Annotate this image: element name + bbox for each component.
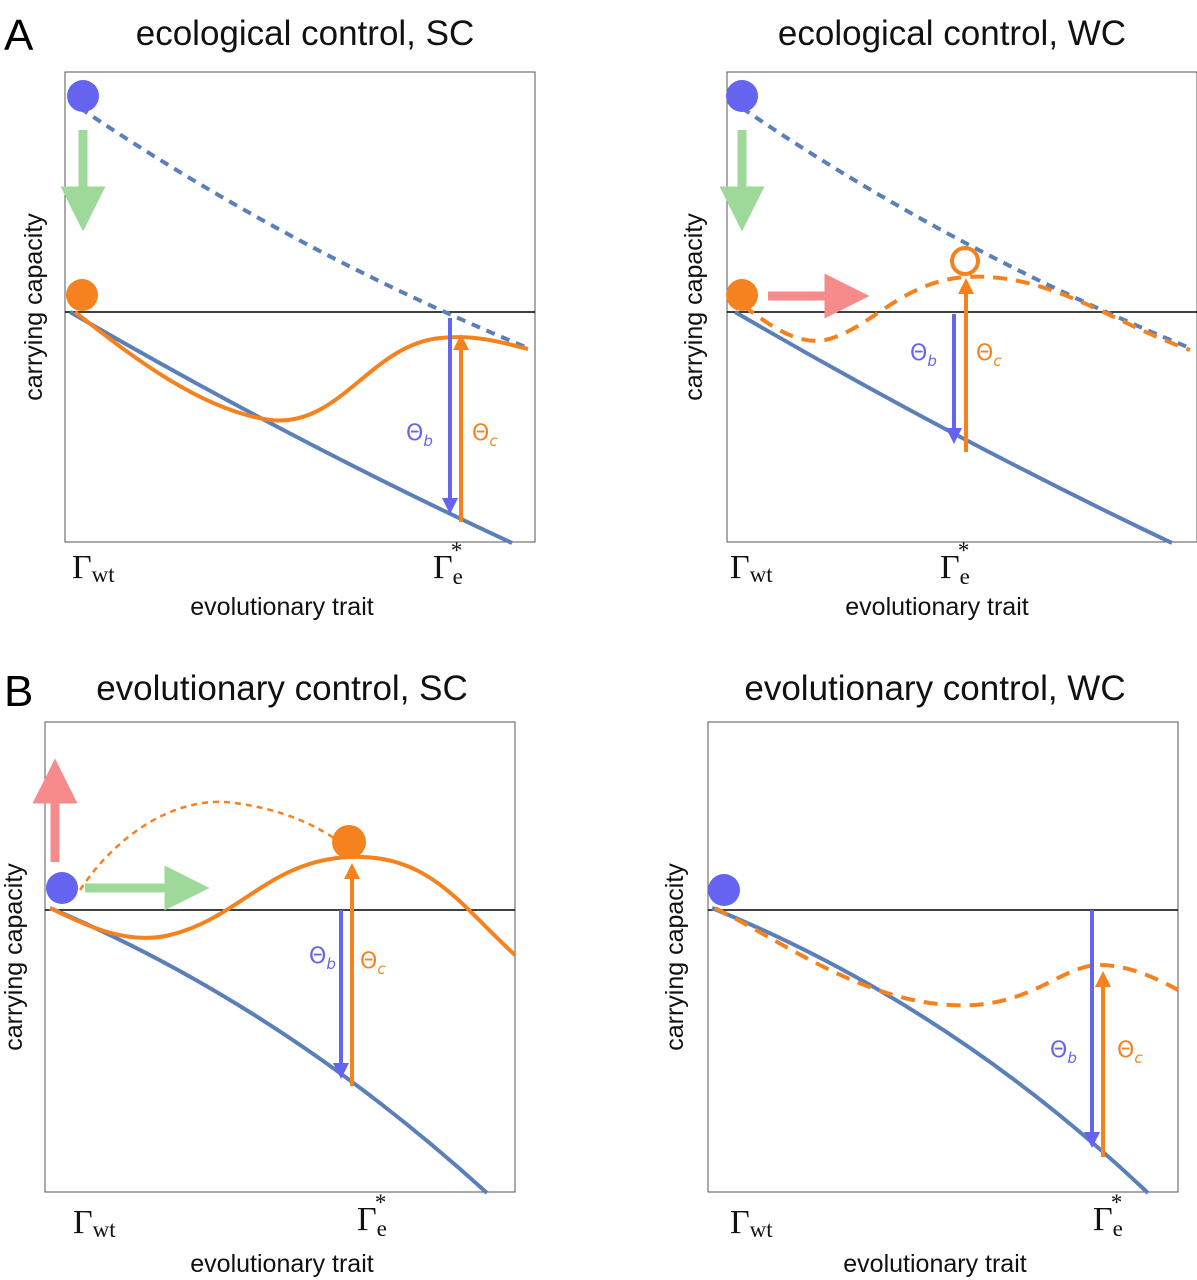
plot-frame xyxy=(64,71,536,543)
x-axis-label: evolutionary trait xyxy=(843,1250,1026,1278)
blue-marker xyxy=(46,872,78,904)
panel-title: ecological control, WC xyxy=(778,14,1126,53)
orange-marker xyxy=(726,279,758,311)
blue-curve xyxy=(711,906,1150,1195)
panel-title: ecological control, SC xyxy=(136,14,475,53)
plot-frame xyxy=(707,721,1179,1193)
theta-c-label: Θc xyxy=(360,949,386,978)
x-axis-label: evolutionary trait xyxy=(190,1250,373,1278)
panel-eco-sc: ecological control, SC Θb Θc carrying ca… xyxy=(20,14,536,621)
tick-gamma-e-star: Γe* xyxy=(433,538,463,589)
tick-gamma-e-star: Γe* xyxy=(1093,1190,1123,1241)
y-axis-label: carrying capacity xyxy=(680,213,708,401)
y-axis-label: carrying capacity xyxy=(0,863,28,1051)
blue-marker xyxy=(726,80,758,112)
orange-marker xyxy=(332,825,366,859)
tick-gamma-wt: Γwt xyxy=(730,549,773,587)
x-axis-label: evolutionary trait xyxy=(845,593,1028,621)
y-axis-label: carrying capacity xyxy=(661,863,689,1051)
y-axis-label: carrying capacity xyxy=(20,213,48,401)
blue-dashed-curve xyxy=(78,106,529,350)
blue-marker xyxy=(67,80,99,112)
theta-b-label: Θb xyxy=(1050,1038,1077,1067)
panel-title: evolutionary control, SC xyxy=(96,669,468,708)
blue-marker xyxy=(708,874,740,906)
theta-b-label: Θb xyxy=(910,341,937,370)
panel-evo-wc: evolutionary control, WC Θb Θc carrying … xyxy=(661,669,1179,1278)
theta-c-label: Θc xyxy=(976,341,1002,370)
plot-frame xyxy=(44,721,516,1193)
tick-gamma-wt: Γwt xyxy=(730,1204,773,1242)
tick-gamma-wt: Γwt xyxy=(73,1204,116,1242)
blue-curve xyxy=(49,906,489,1195)
orange-open-marker xyxy=(950,246,980,276)
theta-b-label: Θb xyxy=(406,421,433,450)
tick-gamma-e-star: Γe* xyxy=(940,538,970,589)
panel-title: evolutionary control, WC xyxy=(744,669,1125,708)
orange-dashed-curve xyxy=(714,906,1179,1008)
panel-label-a: A xyxy=(4,11,34,60)
theta-c-label: Θc xyxy=(472,421,498,450)
panel-label-b: B xyxy=(4,667,33,716)
panel-evo-sc: evolutionary control, SC Θb Θc carrying … xyxy=(0,669,517,1278)
tick-gamma-e-star: Γe* xyxy=(357,1190,387,1241)
theta-b-label: Θb xyxy=(309,944,336,973)
panel-eco-wc: ecological control, WC Θb Θc carrying ca… xyxy=(680,14,1197,621)
orange-curve xyxy=(73,310,529,423)
orange-dotted-path xyxy=(78,800,341,891)
x-axis-label: evolutionary trait xyxy=(190,593,373,621)
orange-marker xyxy=(66,279,98,311)
plot-frame xyxy=(726,71,1197,543)
tick-gamma-wt: Γwt xyxy=(72,549,115,587)
orange-curve xyxy=(49,854,517,957)
blue-curve xyxy=(68,310,513,545)
theta-c-label: Θc xyxy=(1117,1038,1143,1067)
